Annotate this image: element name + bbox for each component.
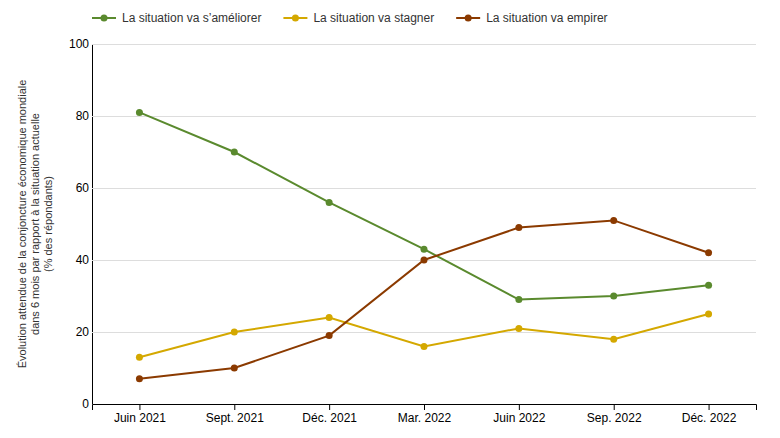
x-axis-line [93, 405, 757, 411]
tick-mark [329, 404, 330, 410]
tick-mark [139, 404, 140, 410]
x-tick-label: Sept. 2021 [206, 411, 264, 425]
y-tick: 60 [76, 181, 756, 195]
point [231, 149, 238, 156]
tick-mark [519, 404, 520, 410]
point [231, 329, 238, 336]
tick-mark [709, 404, 710, 410]
x-tick-label: Déc. 2021 [302, 411, 357, 425]
x-tick-label: Sep. 2022 [587, 411, 642, 425]
point [515, 224, 522, 231]
point [136, 354, 143, 361]
x-tick: Juin 2021 [114, 404, 166, 425]
point [421, 257, 428, 264]
y-tick: 100 [69, 37, 756, 51]
point [231, 365, 238, 372]
y-axis-title-line: (% des répondants) [42, 176, 54, 272]
y-tick: 80 [76, 109, 756, 123]
grid-line [92, 44, 756, 45]
y-axis-title-line: dans 6 mois par rapport à la situation a… [29, 113, 41, 335]
x-tick: Déc. 2021 [302, 404, 357, 425]
plot: 0 20 40 60 80 100 Juin 2021 Sept. 2021 Déc. 2021… [69, 37, 757, 424]
y-tick: 40 [76, 253, 756, 267]
tick-mark [234, 404, 235, 410]
y-tick-label: 0 [82, 397, 89, 411]
series-line [139, 112, 708, 299]
point [136, 375, 143, 382]
x-tick: Déc. 2022 [682, 404, 737, 425]
y-tick-label: 40 [76, 253, 90, 267]
point [705, 249, 712, 256]
y-axis-title: Évolution attendue de la conjoncture éco… [16, 80, 54, 369]
y-axis-line [93, 45, 757, 405]
point [515, 325, 522, 332]
x-tick: Juin 2022 [493, 404, 545, 425]
point [515, 296, 522, 303]
tick-mark [614, 404, 615, 410]
point [326, 314, 333, 321]
chart: 0 20 40 60 80 100 Juin 2021 Sept. 2021 Déc. 2021… [0, 0, 780, 438]
legend-item: La situation va stagner [283, 11, 434, 25]
marks [136, 109, 712, 382]
x-tick-label: Juin 2021 [114, 411, 166, 425]
legend-marker [101, 15, 108, 22]
grid-line [92, 332, 756, 333]
x-tick-label: Déc. 2022 [682, 411, 737, 425]
legend-marker [292, 15, 299, 22]
tick-mark [424, 404, 425, 410]
x-tick: Sep. 2022 [587, 404, 642, 425]
y-tick-label: 20 [76, 325, 90, 339]
y-tick-label: 60 [76, 181, 90, 195]
point [610, 336, 617, 343]
legend-label: La situation va empirer [486, 11, 607, 25]
y-tick: 0 [82, 397, 756, 411]
y-tick-label: 80 [76, 109, 90, 123]
legend-label: La situation va s’améliorer [122, 11, 261, 25]
series-line [139, 314, 708, 357]
x-tick: Mar. 2022 [398, 404, 452, 425]
legend-label: La situation va stagner [313, 11, 434, 25]
y-axis: 0 20 40 60 80 100 [69, 37, 756, 411]
point [610, 217, 617, 224]
x-tick-label: Juin 2022 [493, 411, 545, 425]
legend: La situation va s’améliorer La situation … [92, 11, 608, 25]
y-axis-title-line: Évolution attendue de la conjoncture éco… [16, 80, 28, 369]
point [326, 332, 333, 339]
x-tick-label: Mar. 2022 [398, 411, 452, 425]
grid-line [92, 116, 756, 117]
y-tick-label: 100 [69, 37, 89, 51]
y-tick: 20 [76, 325, 756, 339]
point [326, 199, 333, 206]
legend-item: La situation va s’améliorer [92, 11, 261, 25]
point [421, 343, 428, 350]
point [705, 282, 712, 289]
point [421, 246, 428, 253]
series-line [139, 220, 708, 378]
point [705, 311, 712, 318]
grid-line [92, 188, 756, 189]
x-tick: Sept. 2021 [206, 404, 264, 425]
legend-marker [465, 15, 472, 22]
x-axis: Juin 2021 Sept. 2021 Déc. 2021 Mar. 2022 Jui… [93, 404, 757, 425]
point [610, 293, 617, 300]
legend-item: La situation va empirer [456, 11, 607, 25]
point [136, 109, 143, 116]
